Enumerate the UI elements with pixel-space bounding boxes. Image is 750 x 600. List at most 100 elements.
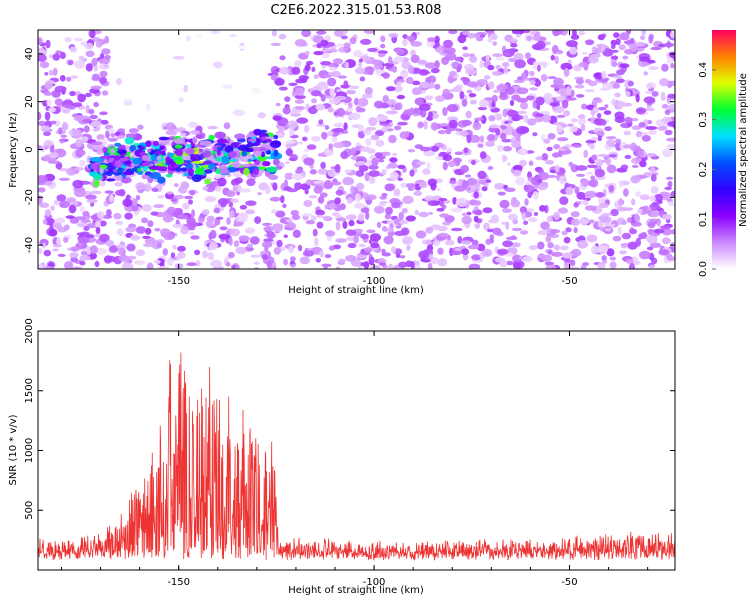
spectrogram-cell <box>396 94 406 100</box>
spectrogram-cell <box>272 223 283 233</box>
spectrogram-cell <box>307 88 313 93</box>
spectrogram-cell <box>454 158 461 167</box>
spectrogram-cell <box>59 200 70 209</box>
spectrogram-cell <box>291 173 300 180</box>
spectrogram-cell <box>604 223 616 227</box>
spectrogram-cell <box>581 103 588 110</box>
spectrogram-cell <box>570 89 575 97</box>
spectrogram-cell <box>621 220 627 226</box>
spectrogram-cell <box>397 121 408 126</box>
spectrogram-cell <box>126 243 136 252</box>
spectrogram-cell <box>320 61 332 66</box>
spectrogram-cell <box>409 169 415 177</box>
spectrogram-cell <box>575 165 588 171</box>
spectrogram-cell <box>583 149 589 159</box>
colorbar: 0.0 0.1 0.2 0.3 0.4 Normalized spectral ampl… <box>698 30 749 277</box>
spectrogram-cell <box>291 66 301 75</box>
spectrogram-cell <box>64 37 72 43</box>
spectrogram-cell <box>224 145 234 153</box>
spectrogram-cell <box>290 256 296 262</box>
spectrogram-cell <box>553 144 561 150</box>
spectrogram-cell <box>596 130 605 137</box>
spectrogram-cell <box>376 155 386 160</box>
spectrogram-cell <box>386 110 398 115</box>
spectrogram-cell <box>38 248 43 254</box>
spectrogram-cell <box>586 164 598 168</box>
spectrogram-cell <box>613 82 620 89</box>
spectrogram-cell <box>196 135 203 139</box>
spectrogram-cell <box>170 161 176 168</box>
spectrogram-cell <box>62 104 73 108</box>
spectrogram-cell <box>52 248 59 252</box>
spectrogram-cell <box>363 128 372 136</box>
spectrogram-cell <box>450 250 463 256</box>
spectrogram-cell <box>264 138 272 143</box>
spectrogram-cell <box>462 30 470 36</box>
spectrogram-cell <box>297 244 303 252</box>
spectrogram-cell <box>228 151 237 158</box>
spectrogram-cell <box>154 165 162 171</box>
spectrogram-cell <box>247 138 257 142</box>
spectrogram-cell <box>124 137 135 145</box>
spectrogram-cell <box>622 144 635 149</box>
spectrogram-cell <box>311 66 316 72</box>
spectrogram-cell <box>661 237 671 245</box>
spectrogram-cell <box>442 39 454 48</box>
spectrogram-cell <box>58 168 69 172</box>
spectrogram-cell <box>462 53 471 58</box>
y-tick-label: -40 <box>24 237 35 253</box>
spectrogram-cell <box>487 64 495 71</box>
spectrogram-cell <box>75 138 83 148</box>
spectrogram-cell <box>576 173 585 177</box>
spectrogram-cell <box>54 217 66 224</box>
spectrogram-cell <box>162 214 173 223</box>
spectrogram-cell <box>321 52 331 59</box>
spectrogram-cell <box>104 35 110 44</box>
spectrogram-cell <box>516 125 528 135</box>
spectrogram-cell <box>135 226 146 234</box>
spectrogram-cell <box>650 46 662 51</box>
spectrogram-cell <box>627 80 634 87</box>
spectrogram-cell <box>74 60 86 69</box>
spectrogram-cell <box>461 240 472 245</box>
spectrogram-cell <box>667 103 675 110</box>
spectrogram-cell <box>584 190 597 198</box>
spectrogram-cell <box>511 227 523 232</box>
spectrogram-cell <box>478 179 488 185</box>
spectrogram-cell <box>270 42 281 47</box>
spectrogram-cell <box>647 228 654 234</box>
spectrogram-cell <box>392 152 398 157</box>
spectrogram-cell <box>479 99 489 108</box>
spectrogram-cell <box>617 226 622 235</box>
spectrogram-cell <box>112 174 123 182</box>
spectrogram-cell <box>428 253 433 260</box>
spectrogram-cell <box>79 254 91 261</box>
spectrogram-cell <box>614 111 625 120</box>
spectrogram-cell <box>541 134 546 141</box>
spectrogram-cell <box>601 44 606 52</box>
spectrogram-cell <box>535 113 544 117</box>
spectrogram-cell <box>335 221 341 231</box>
spectrogram-cell <box>106 178 116 182</box>
spectrogram-cell <box>523 114 529 123</box>
spectrogram-cell <box>435 95 445 102</box>
spectrogram-cell <box>619 180 623 188</box>
spectrogram-cell <box>317 196 325 204</box>
spectrogram-x-label: Height of straight line (km) <box>288 285 424 296</box>
spectrogram-cell <box>278 33 287 40</box>
spectrogram-cell <box>353 50 363 58</box>
spectrogram-cell <box>360 262 365 267</box>
spectrogram-cell <box>165 173 173 178</box>
spectrogram-cell <box>302 250 315 257</box>
spectrogram-cell <box>614 138 622 144</box>
spectrogram-cell <box>492 41 498 46</box>
spectrogram-cell <box>561 99 569 109</box>
spectrogram-cell <box>547 250 553 255</box>
spectrogram-cell <box>358 58 363 63</box>
spectrogram-cell <box>474 117 484 121</box>
spectrogram-cell <box>219 168 229 175</box>
spectrogram-cell <box>38 187 46 193</box>
spectrogram-cell <box>173 138 186 144</box>
spectrogram-cell <box>601 212 612 216</box>
spectrogram-cell <box>387 162 398 169</box>
